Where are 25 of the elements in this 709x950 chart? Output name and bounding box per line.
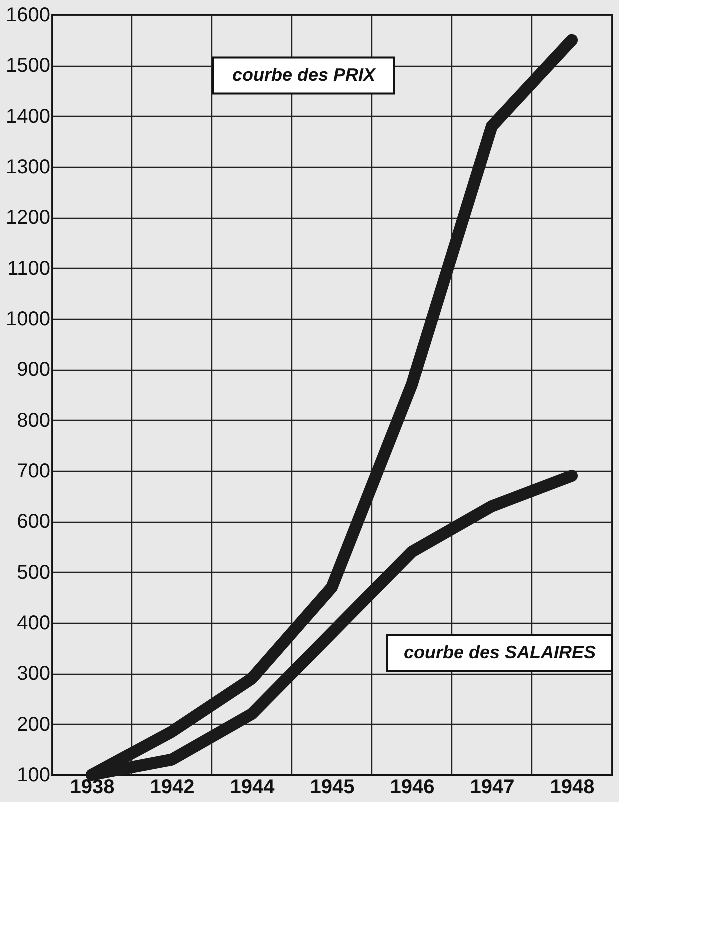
x-tick-label: 1946 xyxy=(390,776,435,798)
y-tick-label: 800 xyxy=(17,410,50,432)
x-tick-label: 1944 xyxy=(230,776,276,798)
y-tick-label: 1200 xyxy=(6,207,50,230)
y-tick-label: 1400 xyxy=(6,106,50,128)
y-tick-label: 1300 xyxy=(6,156,50,178)
y-tick-label: 600 xyxy=(17,511,50,534)
y-tick-label: 400 xyxy=(17,612,50,634)
x-tick-label: 1942 xyxy=(150,776,195,798)
x-tick-label: 1938 xyxy=(70,776,115,798)
y-tick-label: 900 xyxy=(17,359,50,382)
x-tick-label: 1945 xyxy=(310,776,355,798)
y-tick-label: 700 xyxy=(17,460,50,482)
y-tick-label: 300 xyxy=(17,663,50,686)
y-tick-label: 1500 xyxy=(6,55,50,78)
y-tick-label: 100 xyxy=(17,764,50,786)
x-tick-label: 1947 xyxy=(470,776,515,798)
y-tick-label: 200 xyxy=(17,714,50,736)
y-tick-label: 1600 xyxy=(6,4,50,26)
y-tick-label: 500 xyxy=(17,562,50,584)
x-tick-label: 1948 xyxy=(550,776,595,798)
annotation: courbe des PRIX xyxy=(232,64,377,85)
y-tick-label: 1100 xyxy=(7,258,50,280)
annotation: courbe des SALAIRES xyxy=(404,642,596,662)
y-tick-label: 1000 xyxy=(6,308,50,330)
